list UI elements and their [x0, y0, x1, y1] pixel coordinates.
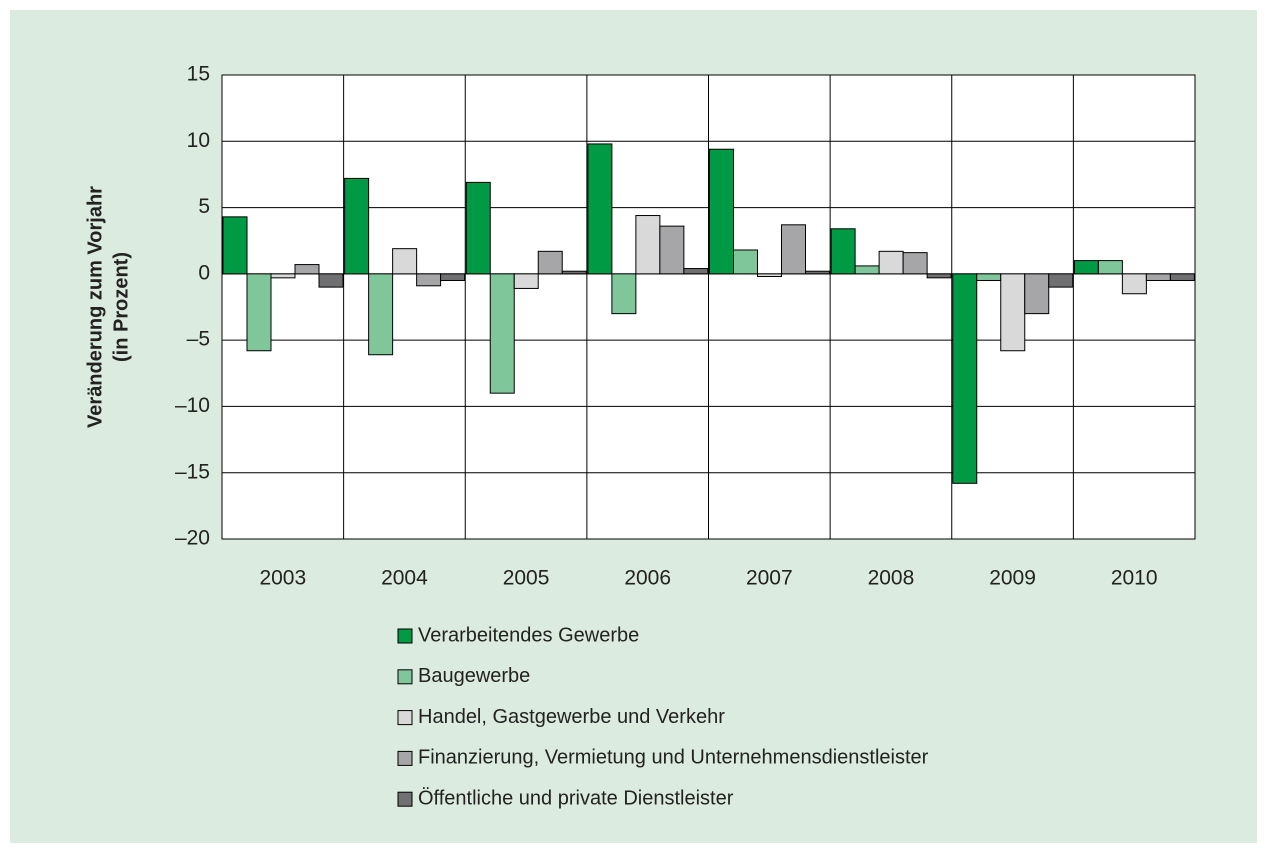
x-tick-label: 2010: [1111, 567, 1158, 590]
bar: [440, 273, 466, 281]
y-tick-label: 10: [187, 129, 210, 152]
legend-swatch: [397, 750, 413, 766]
bar: [805, 270, 830, 275]
y-axis-label-line: Veränderung zum Vorjahr: [84, 186, 106, 428]
y-axis-label-line: (in Prozent): [110, 252, 132, 362]
x-tick-label: 2009: [989, 567, 1036, 590]
bar: [926, 273, 952, 279]
bar: [709, 148, 734, 275]
legend-label: Handel, Gastgewerbe und Verkehr: [418, 706, 725, 728]
bar: [1048, 273, 1074, 288]
legend-label: Verarbeitendes Gewerbe: [418, 624, 639, 646]
y-tick-label: –15: [175, 460, 210, 483]
bar: [392, 248, 418, 275]
bar: [1097, 260, 1123, 275]
bar: [1121, 273, 1147, 295]
bar: [757, 273, 782, 278]
bar: [270, 273, 296, 279]
x-tick-label: 2004: [381, 567, 428, 590]
bar: [1073, 260, 1099, 275]
y-tick-label: 15: [187, 63, 210, 86]
bar: [1145, 273, 1171, 281]
legend-swatch: [397, 628, 413, 644]
bar: [902, 252, 928, 275]
bar: [368, 273, 394, 356]
legend-label: Baugewerbe: [418, 665, 530, 687]
bar: [683, 268, 709, 275]
bar: [830, 228, 856, 275]
bar: [513, 273, 539, 289]
y-tick-label: –5: [187, 328, 210, 351]
bar: [1024, 273, 1050, 315]
legend-label: Öffentliche und private Dienstleister: [418, 787, 734, 809]
legend-swatch: [397, 669, 413, 685]
legend-label: Finanzierung, Vermietung und Unternehmen…: [418, 747, 929, 769]
y-tick-label: 0: [198, 261, 210, 284]
y-tick-label: 5: [198, 195, 210, 218]
y-axis-label: Veränderung zum Vorjahr (in Prozent): [84, 186, 132, 428]
bar: [1000, 273, 1026, 352]
bar: [611, 273, 637, 315]
bar: [781, 224, 806, 275]
bar: [537, 250, 563, 275]
bar: [587, 143, 613, 275]
bar: [733, 249, 758, 275]
x-tick-label: 2006: [624, 567, 671, 590]
bar: [246, 273, 272, 352]
bar: [489, 273, 515, 394]
bar: [635, 215, 661, 275]
bar: [344, 177, 370, 275]
y-tick-label: –10: [175, 394, 210, 417]
bar: [416, 273, 442, 287]
bar: [222, 216, 248, 275]
x-tick-label: 2007: [746, 567, 793, 590]
bar: [318, 273, 344, 288]
bar: [294, 264, 320, 275]
legend-swatch: [397, 791, 413, 807]
bar: [976, 273, 1002, 281]
bar: [952, 273, 978, 484]
y-tick-label: –20: [175, 527, 210, 550]
legend-swatch: [397, 710, 413, 726]
bar: [561, 270, 587, 275]
bar: [878, 250, 904, 275]
x-tick-label: 2005: [503, 567, 550, 590]
bar: [659, 225, 685, 275]
bar: [465, 181, 491, 275]
bar: [1169, 273, 1195, 281]
x-tick-label: 2008: [868, 567, 915, 590]
bar: [854, 265, 880, 275]
x-tick-label: 2003: [259, 567, 306, 590]
